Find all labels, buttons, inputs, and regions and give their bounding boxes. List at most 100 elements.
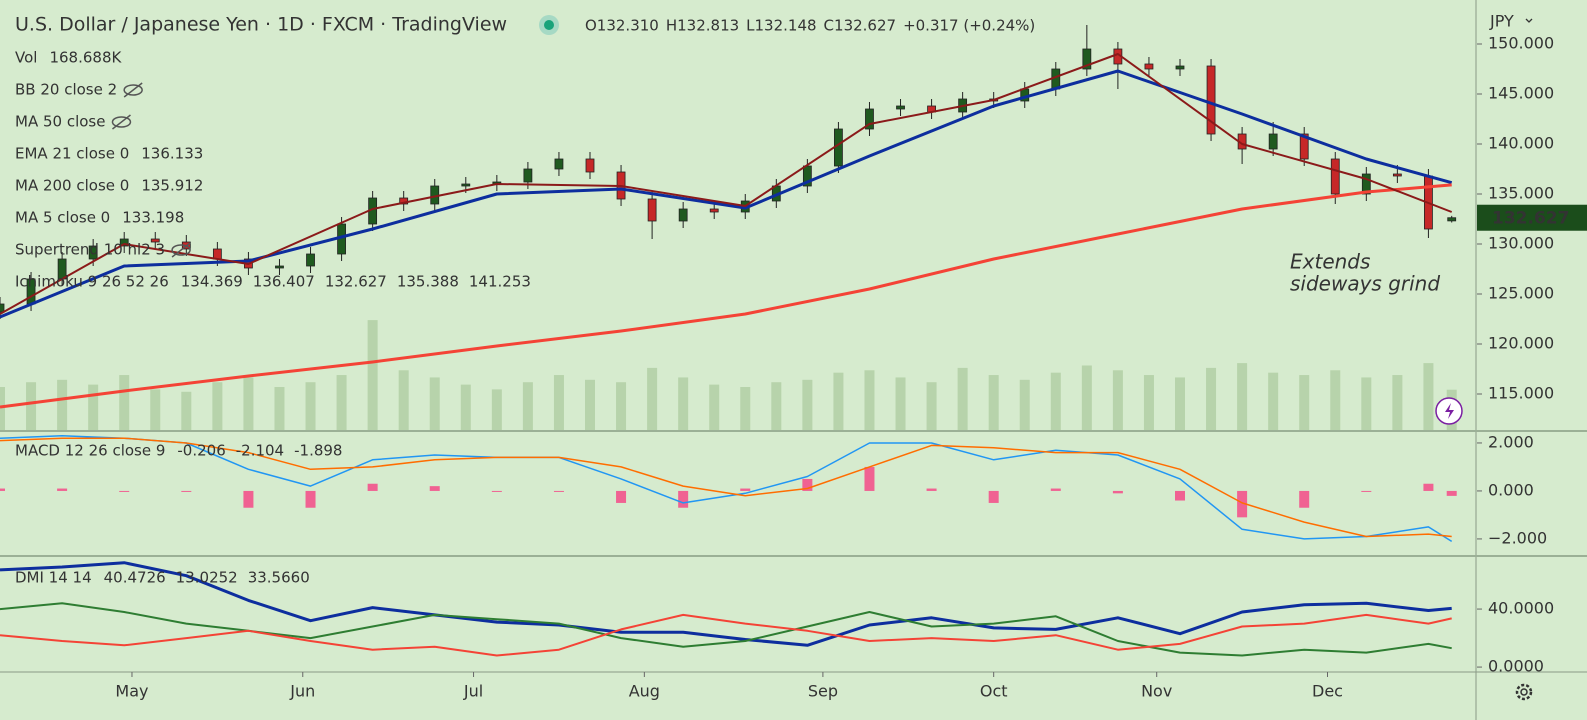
settings-icon-core bbox=[1520, 688, 1528, 696]
live-dot bbox=[544, 20, 554, 30]
bar bbox=[1050, 372, 1061, 430]
y-tick-label: 130.000 bbox=[1488, 234, 1554, 253]
legend-name: BB 20 close 2 bbox=[15, 81, 117, 99]
visibility-icon[interactable] bbox=[171, 244, 191, 256]
bar bbox=[1446, 490, 1457, 496]
bar bbox=[1237, 490, 1248, 518]
bar bbox=[740, 488, 751, 491]
visibility-icon[interactable] bbox=[111, 116, 132, 128]
y-tick-label: 120.000 bbox=[1488, 334, 1554, 353]
y-tick-label: −2.000 bbox=[1488, 528, 1547, 547]
currency-chevron bbox=[1525, 18, 1533, 23]
candle-body bbox=[1330, 158, 1340, 195]
bar bbox=[460, 384, 471, 430]
annotation: Extends bbox=[1290, 250, 1370, 274]
bar bbox=[1361, 377, 1372, 430]
legend-value: -2.104 bbox=[236, 442, 284, 460]
x-tick-label: Jul bbox=[463, 682, 483, 701]
candle-body bbox=[1175, 65, 1185, 70]
y-tick-label: 40.0000 bbox=[1488, 599, 1554, 618]
bar bbox=[1175, 490, 1185, 501]
settings-icon[interactable] bbox=[1515, 683, 1533, 701]
bar bbox=[988, 490, 999, 503]
y-tick-label: 125.000 bbox=[1488, 284, 1554, 303]
legend-value: 135.912 bbox=[141, 177, 203, 195]
bar bbox=[1330, 370, 1341, 430]
legend-value: 135.388 bbox=[397, 273, 459, 291]
bar bbox=[88, 384, 99, 430]
visibility-icon-slash bbox=[112, 114, 131, 130]
bar bbox=[305, 490, 316, 508]
candle-body bbox=[585, 158, 595, 173]
bar bbox=[429, 486, 440, 491]
bar bbox=[243, 490, 254, 508]
bar bbox=[305, 382, 316, 430]
candle-body bbox=[275, 265, 284, 269]
candle-body bbox=[1206, 65, 1216, 135]
legend-value: 13.0252 bbox=[176, 569, 238, 587]
indicator-line bbox=[0, 561, 1452, 647]
bar bbox=[1423, 483, 1434, 491]
visibility-icon[interactable] bbox=[123, 84, 143, 96]
bar bbox=[491, 490, 502, 492]
legend-name: DMI 14 14 bbox=[15, 569, 92, 587]
candle-body bbox=[554, 158, 564, 170]
legend-name: EMA 21 close 0 bbox=[15, 145, 129, 163]
bar bbox=[1143, 375, 1154, 430]
bar bbox=[709, 384, 720, 430]
candle-body bbox=[709, 208, 719, 213]
bar bbox=[1206, 367, 1217, 430]
ohlc-label: C132.627 bbox=[824, 17, 897, 35]
candle-body bbox=[1447, 217, 1457, 222]
legend-name: Vol bbox=[15, 49, 37, 67]
y-tick-label: 2.000 bbox=[1488, 432, 1534, 451]
x-tick-label: Jun bbox=[289, 682, 315, 701]
bar bbox=[988, 375, 999, 430]
bar bbox=[0, 387, 5, 430]
indicator-line bbox=[0, 53, 1453, 315]
legend-value: -0.206 bbox=[177, 442, 225, 460]
bar bbox=[864, 466, 875, 491]
y-tick-label: 135.000 bbox=[1488, 184, 1554, 203]
candle-body bbox=[306, 253, 315, 267]
legend-name: MACD 12 26 close 9 bbox=[15, 442, 165, 460]
bar bbox=[57, 488, 68, 491]
bar bbox=[367, 483, 378, 491]
candle-body bbox=[647, 198, 657, 222]
candle-body bbox=[1268, 133, 1278, 150]
bar bbox=[150, 389, 161, 430]
ohlc-label: O132.310 bbox=[585, 17, 659, 35]
y-tick-label: 115.000 bbox=[1488, 384, 1554, 403]
bar bbox=[336, 375, 347, 430]
y-tick-label: 150.000 bbox=[1488, 34, 1554, 53]
bar bbox=[1237, 363, 1248, 430]
candle-body bbox=[1144, 63, 1154, 70]
y-tick-label: 0.000 bbox=[1488, 480, 1534, 499]
indicator-line bbox=[0, 69, 1453, 319]
ohlc-label: L132.148 bbox=[746, 17, 816, 35]
bar bbox=[864, 370, 875, 430]
bar bbox=[1050, 488, 1061, 491]
bar bbox=[1175, 377, 1185, 430]
bar bbox=[833, 372, 844, 430]
x-tick-label: Sep bbox=[808, 682, 838, 701]
candle-body bbox=[461, 183, 471, 187]
bar bbox=[957, 367, 968, 430]
bar bbox=[491, 389, 502, 430]
alert-bolt bbox=[1445, 403, 1454, 419]
candle-body bbox=[212, 248, 222, 260]
ohlc-label: H132.813 bbox=[666, 17, 739, 35]
bar bbox=[1423, 363, 1434, 430]
bar bbox=[553, 375, 564, 430]
bar bbox=[553, 490, 564, 492]
currency[interactable]: JPY bbox=[1489, 12, 1514, 31]
candle-body bbox=[865, 108, 874, 130]
bar bbox=[1112, 490, 1123, 494]
bar bbox=[398, 370, 409, 430]
bar bbox=[1019, 379, 1030, 430]
bar bbox=[212, 382, 223, 430]
bar bbox=[1392, 375, 1403, 430]
legend-value: 141.253 bbox=[469, 273, 531, 291]
bar bbox=[771, 382, 782, 430]
